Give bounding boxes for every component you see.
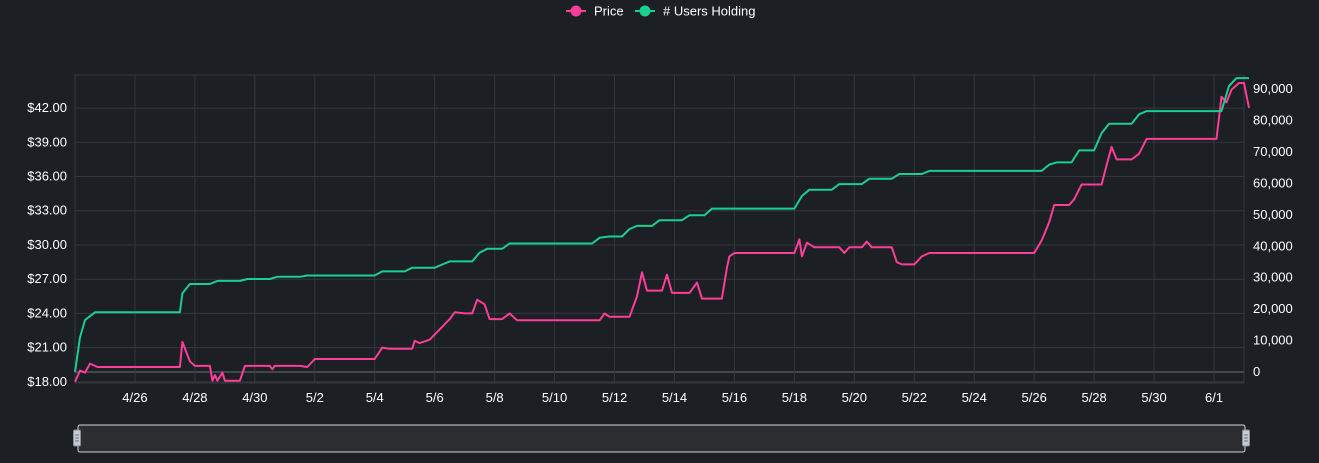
y-left-tick-label: $39.00 bbox=[27, 134, 67, 149]
x-tick-label: 5/16 bbox=[722, 390, 747, 405]
series-layer bbox=[74, 77, 1250, 383]
x-tick-label: 5/4 bbox=[366, 390, 384, 405]
legend-item-users-holding[interactable]: # Users Holding bbox=[635, 4, 756, 19]
y-right-tick-label: 60,000 bbox=[1253, 175, 1293, 190]
grid bbox=[74, 74, 1245, 384]
x-tick-label: 6/1 bbox=[1205, 390, 1223, 405]
x-tick-label: 5/28 bbox=[1081, 390, 1106, 405]
y-right-tick-label: 70,000 bbox=[1253, 144, 1293, 159]
x-tick-label: 5/14 bbox=[662, 390, 687, 405]
slider-start-handle[interactable] bbox=[73, 429, 81, 447]
x-tick-label: 5/2 bbox=[306, 390, 324, 405]
y-left-tick-label: $24.00 bbox=[27, 305, 67, 320]
x-tick-label: 5/6 bbox=[426, 390, 444, 405]
y-left-tick-label: $30.00 bbox=[27, 237, 67, 252]
y-left-tick-label: $27.00 bbox=[27, 271, 67, 286]
slider-track[interactable] bbox=[77, 424, 1246, 453]
y-left-tick-label: $33.00 bbox=[27, 203, 67, 218]
x-tick-label: 5/22 bbox=[902, 390, 927, 405]
range-slider[interactable] bbox=[73, 424, 1250, 453]
legend-label: # Users Holding bbox=[663, 4, 756, 19]
y-right-tick-label: 40,000 bbox=[1253, 238, 1293, 253]
y-right-tick-label: 90,000 bbox=[1253, 81, 1293, 96]
x-tick-label: 4/28 bbox=[182, 390, 207, 405]
axes: $18.00 $21.00 $24.00 $27.00 $30.00 $33.00 $36.… bbox=[27, 81, 1293, 405]
x-tick-label: 5/30 bbox=[1141, 390, 1166, 405]
x-tick-label: 5/24 bbox=[962, 390, 987, 405]
y-right-tick-label: 50,000 bbox=[1253, 207, 1293, 222]
x-tick-label: 5/18 bbox=[782, 390, 807, 405]
y-left-tick-label: $18.00 bbox=[27, 374, 67, 389]
legend-marker bbox=[639, 5, 651, 17]
slider-end-handle[interactable] bbox=[1242, 429, 1250, 447]
y-right-tick-label: 20,000 bbox=[1253, 301, 1293, 316]
x-tick-label: 5/26 bbox=[1022, 390, 1047, 405]
y-right-tick-label: 10,000 bbox=[1253, 333, 1293, 348]
y-left-tick-label: $42.00 bbox=[27, 100, 67, 115]
y-right-tick-label: 30,000 bbox=[1253, 270, 1293, 285]
x-tick-label: 4/30 bbox=[242, 390, 267, 405]
y-right-tick-label: 0 bbox=[1253, 364, 1260, 379]
y-left-tick-label: $36.00 bbox=[27, 169, 67, 184]
y-left-tick-label: $21.00 bbox=[27, 340, 67, 355]
y-right-tick-label: 80,000 bbox=[1253, 113, 1293, 128]
price-series-line bbox=[74, 82, 1250, 383]
legend-label: Price bbox=[594, 4, 624, 19]
x-tick-label: 5/8 bbox=[486, 390, 504, 405]
plot-area bbox=[74, 74, 1245, 384]
legend-marker bbox=[570, 5, 582, 17]
legend[interactable]: Price # Users Holding bbox=[566, 4, 756, 19]
legend-item-price[interactable]: Price bbox=[566, 4, 624, 19]
x-tick-label: 4/26 bbox=[122, 390, 147, 405]
x-tick-label: 5/20 bbox=[842, 390, 867, 405]
users-holding-series-line bbox=[74, 77, 1249, 373]
x-tick-label: 5/10 bbox=[542, 390, 567, 405]
x-tick-label: 5/12 bbox=[602, 390, 627, 405]
